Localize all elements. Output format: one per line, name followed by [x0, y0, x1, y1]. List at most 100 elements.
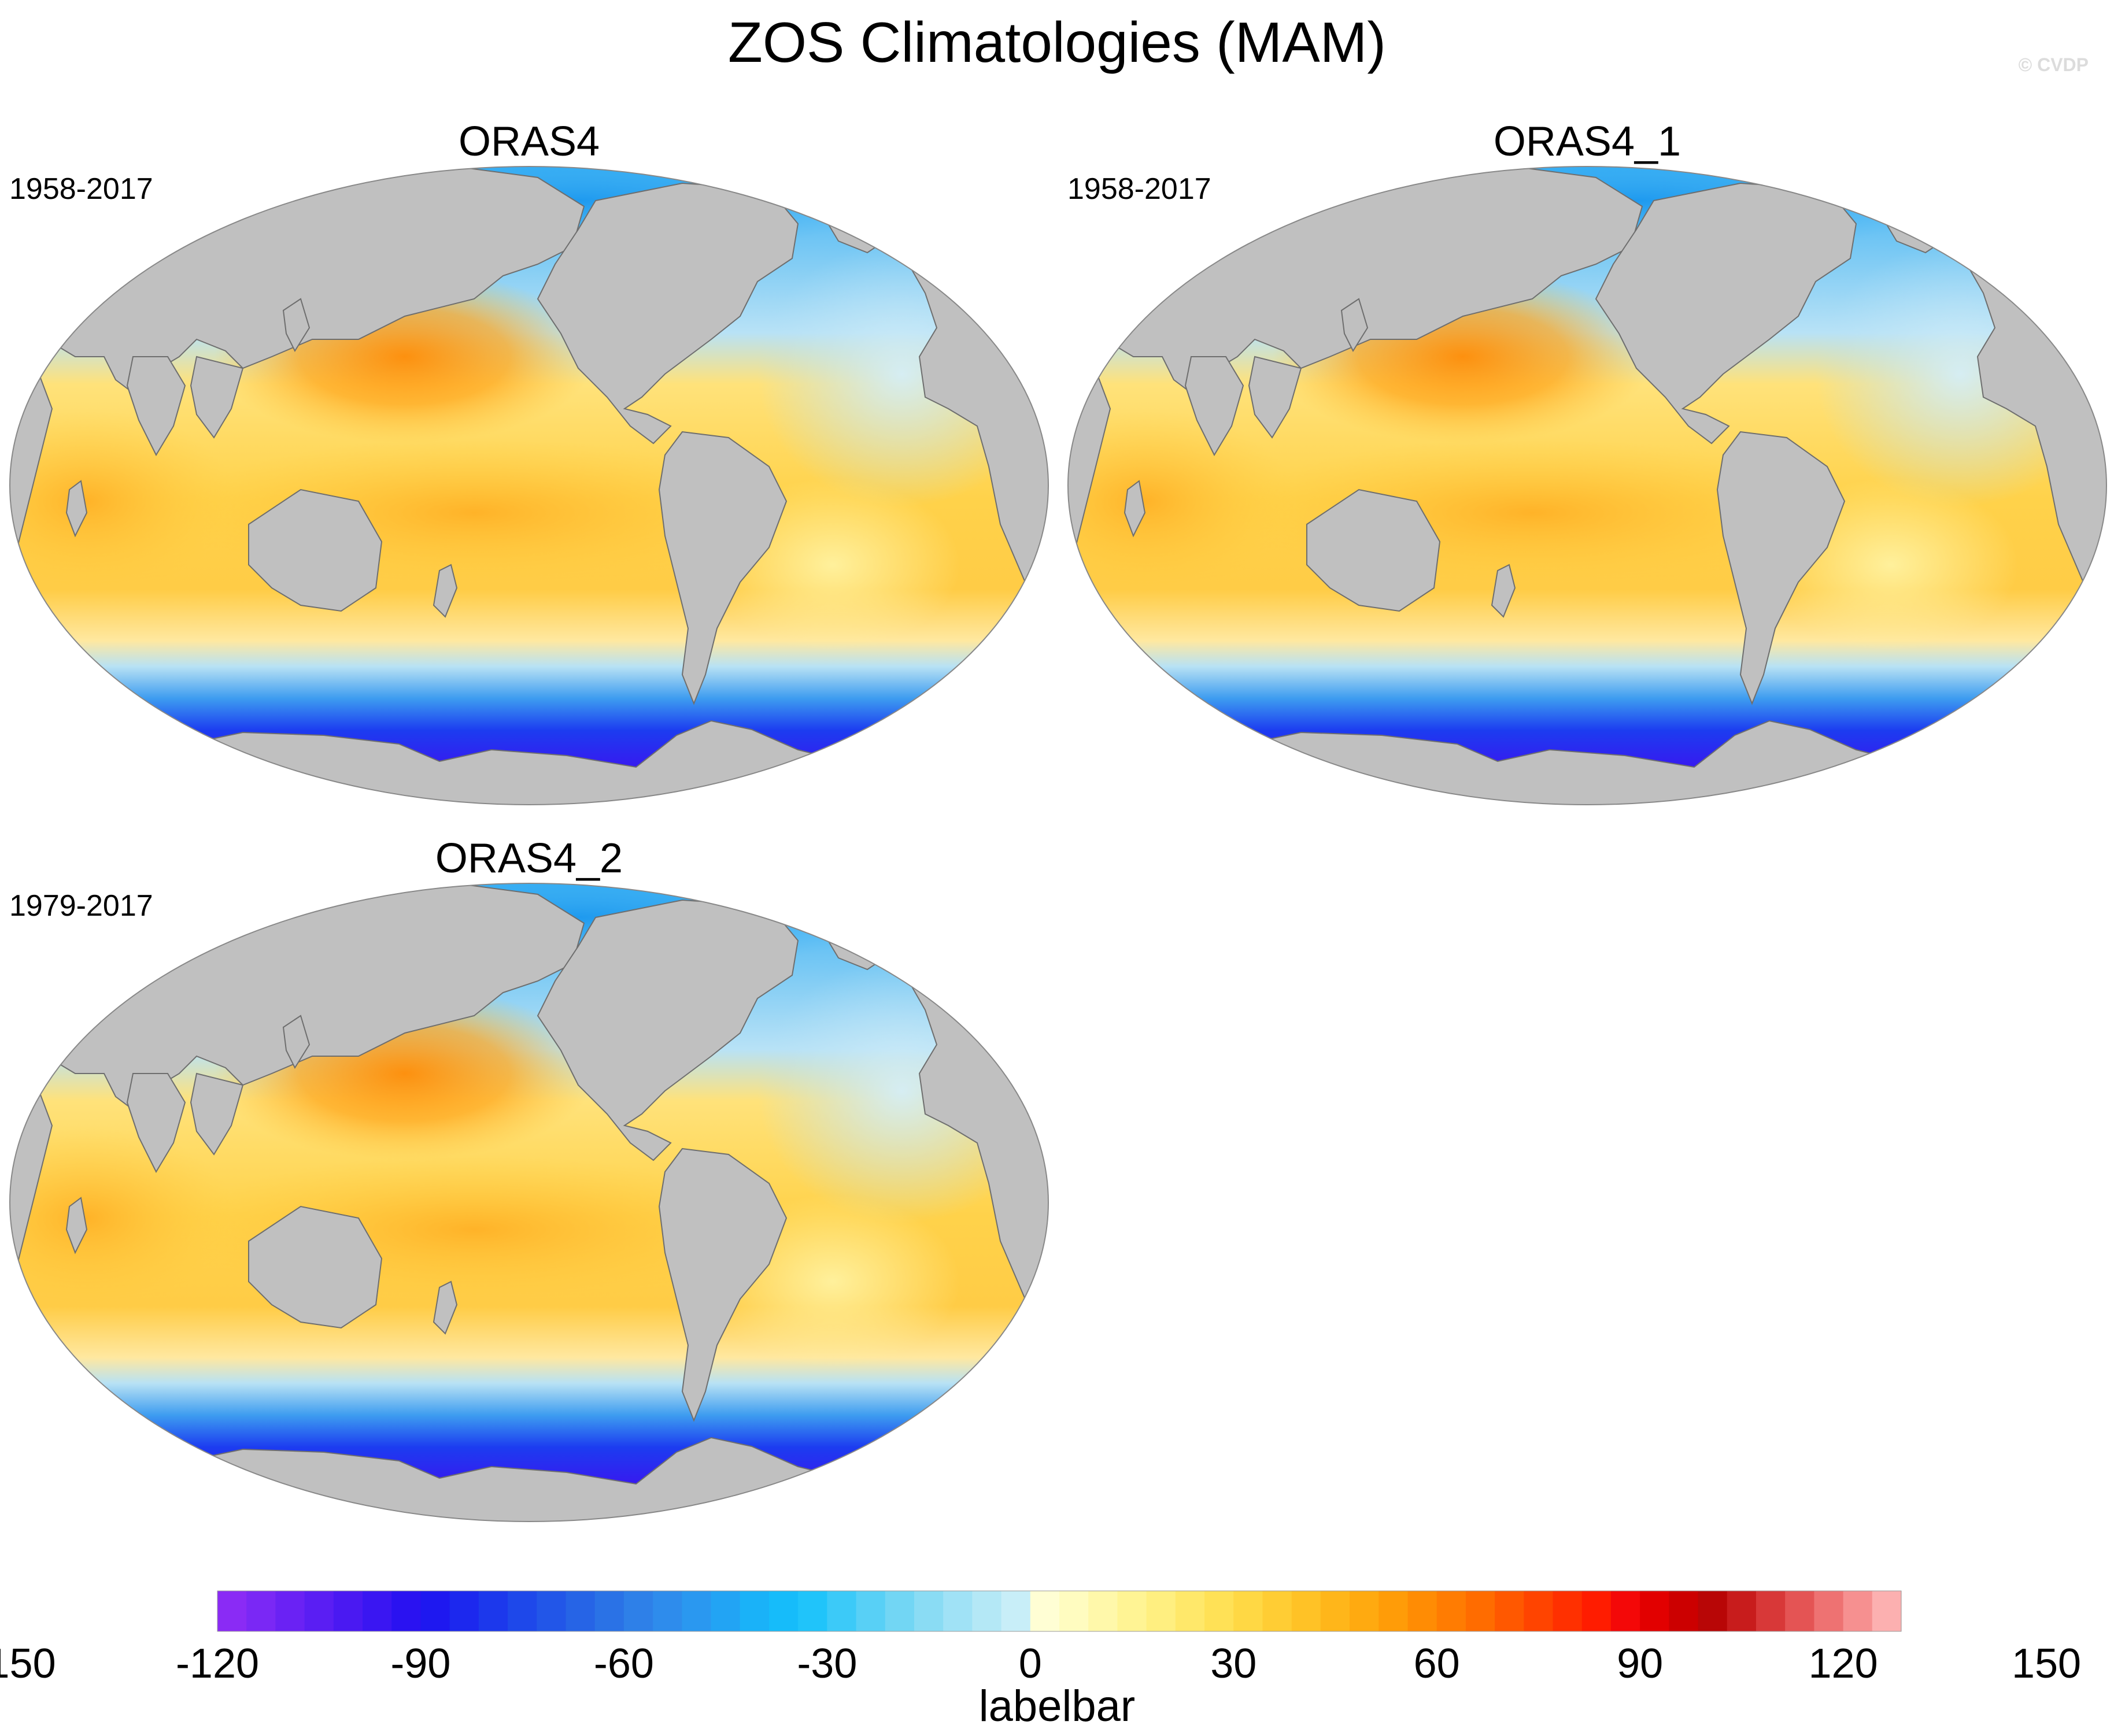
land-madagascar	[65, 1197, 88, 1254]
labelbar-swatch	[1581, 1591, 1612, 1631]
map-panel-oras4-2: ORAS4_2 1979-2017	[0, 835, 1058, 1529]
labelbar-swatch	[943, 1591, 973, 1631]
land-australia	[248, 488, 383, 612]
labelbar-swatch	[1117, 1591, 1147, 1631]
labelbar-swatch	[1669, 1591, 1699, 1631]
labelbar-tick: -150	[0, 1641, 56, 1682]
land-north-america	[537, 899, 799, 1161]
labelbar-swatch	[1001, 1591, 1031, 1631]
land-australia	[1306, 488, 1441, 612]
land-india	[126, 1073, 186, 1174]
labelbar-swatch	[1553, 1591, 1583, 1631]
labelbar-swatch	[972, 1591, 1002, 1631]
globe-outline	[1067, 166, 2107, 805]
labelbar-swatch	[304, 1591, 334, 1631]
labelbar-swatch	[711, 1591, 741, 1631]
labelbar-swatch	[566, 1591, 596, 1631]
labelbar-swatch	[508, 1591, 537, 1631]
globe-outline	[9, 166, 1049, 805]
labelbar-colors: -180-150-120-90-60-300306090120150180	[0, 1590, 2081, 1682]
labelbar-swatch	[275, 1591, 305, 1631]
land-new-zealand	[433, 1280, 458, 1335]
labelbar-swatch	[1204, 1591, 1234, 1631]
labelbar-swatch	[1146, 1591, 1176, 1631]
world-map	[9, 883, 1049, 1522]
land-australia	[248, 1205, 383, 1329]
labelbar-swatch	[1175, 1591, 1205, 1631]
labelbar-swatch	[1727, 1591, 1757, 1631]
labelbar-swatch	[1436, 1591, 1466, 1631]
labelbar-title: labelbar	[978, 1682, 1136, 1731]
labelbar-swatch	[827, 1591, 857, 1631]
land-japan	[282, 1015, 311, 1069]
land-north-america	[537, 182, 799, 445]
land-india	[126, 356, 186, 457]
labelbar-swatch	[1698, 1591, 1728, 1631]
labelbar-tick: -30	[797, 1641, 857, 1682]
world-map	[9, 166, 1049, 805]
labelbar-swatch	[1262, 1591, 1292, 1631]
world-map	[1067, 166, 2107, 805]
labelbar-swatch	[1320, 1591, 1350, 1631]
labelbar-tick: 120	[1809, 1641, 1878, 1682]
labelbar: -180-150-120-90-60-300306090120150180 la…	[0, 1584, 2114, 1734]
labelbar-swatch	[1785, 1591, 1814, 1631]
land-japan	[282, 298, 311, 353]
main-title: ZOS Climatologies (MAM)	[727, 10, 1387, 74]
panel-years: 1958-2017	[1067, 172, 1211, 206]
labelbar-swatch	[1233, 1591, 1263, 1631]
labelbar-swatch	[449, 1591, 479, 1631]
labelbar-swatch	[1030, 1591, 1060, 1631]
labelbar-swatch	[478, 1591, 508, 1631]
labelbar-swatch	[1755, 1591, 1786, 1631]
labelbar-swatch	[1640, 1591, 1669, 1631]
labelbar-swatch	[682, 1591, 712, 1631]
labelbar-swatch	[1291, 1591, 1321, 1631]
labelbar-swatch	[653, 1591, 682, 1631]
labelbar-tick: -120	[176, 1641, 259, 1682]
labelbar-swatch	[856, 1591, 886, 1631]
land-masses	[10, 883, 1048, 1522]
panel-title: ORAS4	[458, 119, 600, 165]
labelbar-swatch	[537, 1591, 567, 1631]
labelbar-swatch	[1465, 1591, 1495, 1631]
land-south-america	[658, 1148, 788, 1422]
panel-years: 1958-2017	[9, 172, 153, 206]
labelbar-tick: -90	[390, 1641, 450, 1682]
labelbar-swatch	[740, 1591, 770, 1631]
labelbar-tick: 150	[2012, 1641, 2081, 1682]
labelbar-swatch	[1407, 1591, 1437, 1631]
labelbar-swatch	[1378, 1591, 1409, 1631]
labelbar-swatch	[1350, 1591, 1379, 1631]
labelbar-swatch	[1843, 1591, 1873, 1631]
land-new-zealand	[1491, 564, 1516, 618]
labelbar-tick: -60	[594, 1641, 654, 1682]
labelbar-swatch	[391, 1591, 422, 1631]
land-japan	[1340, 298, 1369, 353]
land-south-america	[658, 431, 788, 705]
panel-title: ORAS4_1	[1493, 119, 1681, 165]
labelbar-swatch	[623, 1591, 653, 1631]
cvdp-credit: © CVDP	[2018, 54, 2089, 75]
map-panel-oras4: ORAS4 1958-2017	[0, 119, 1058, 812]
labelbar-swatch	[333, 1591, 363, 1631]
labelbar-swatch	[217, 1591, 247, 1631]
labelbar-swatch	[1814, 1591, 1844, 1631]
land-southeast-asia	[1248, 356, 1302, 439]
land-india	[1184, 356, 1244, 457]
labelbar-swatch	[1872, 1591, 1902, 1631]
labelbar-swatch	[1610, 1591, 1640, 1631]
labelbar-swatch	[1088, 1591, 1118, 1631]
labelbar-swatch	[363, 1591, 392, 1631]
globe-outline	[9, 883, 1049, 1522]
land-madagascar	[65, 480, 88, 538]
labelbar-swatch	[798, 1591, 827, 1631]
labelbar-swatch	[1524, 1591, 1554, 1631]
panel-title: ORAS4_2	[435, 835, 623, 882]
labelbar-swatch	[246, 1591, 276, 1631]
labelbar-swatch	[1059, 1591, 1089, 1631]
labelbar-swatch	[1495, 1591, 1524, 1631]
panel-years: 1979-2017	[9, 889, 153, 923]
land-south-america	[1716, 431, 1846, 705]
labelbar-swatch	[768, 1591, 799, 1631]
